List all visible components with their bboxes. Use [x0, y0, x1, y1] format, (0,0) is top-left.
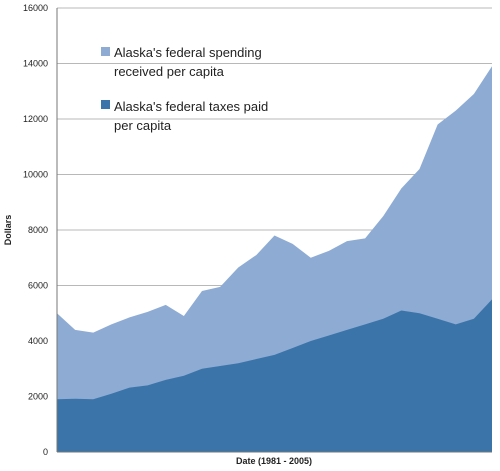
y-tick-label-14000: 14000	[23, 59, 48, 69]
y-tick-labels: 0 2000 4000 6000 8000 10000 12000 14000 16000	[23, 3, 48, 457]
legend-label-taxes-line2: per capita	[114, 118, 172, 133]
legend-label-taxes-line1: Alaska's federal taxes paid	[114, 99, 268, 114]
legend-item-taxes: Alaska's federal taxes paid per capita	[101, 99, 268, 133]
series-area-taxes	[57, 299, 492, 452]
y-tick-label-0: 0	[43, 447, 48, 457]
x-axis-label: Date (1981 - 2005)	[236, 456, 312, 466]
y-tick-label-6000: 6000	[28, 281, 48, 291]
y-tick-label-16000: 16000	[23, 3, 48, 13]
y-axis-label: Dollars	[3, 215, 13, 246]
y-tick-label-2000: 2000	[28, 392, 48, 402]
legend: Alaska's federal spending received per c…	[101, 45, 268, 133]
y-tick-label-8000: 8000	[28, 225, 48, 235]
legend-item-spending: Alaska's federal spending received per c…	[101, 45, 262, 79]
y-tick-label-12000: 12000	[23, 114, 48, 124]
legend-swatch-spending	[101, 47, 110, 56]
plot-areas	[57, 66, 492, 453]
legend-label-spending-line1: Alaska's federal spending	[114, 45, 262, 60]
axes	[56, 8, 492, 453]
legend-swatch-taxes	[101, 100, 110, 109]
y-tick-label-4000: 4000	[28, 336, 48, 346]
y-tick-label-10000: 10000	[23, 170, 48, 180]
legend-label-spending-line2: received per capita	[114, 64, 225, 79]
